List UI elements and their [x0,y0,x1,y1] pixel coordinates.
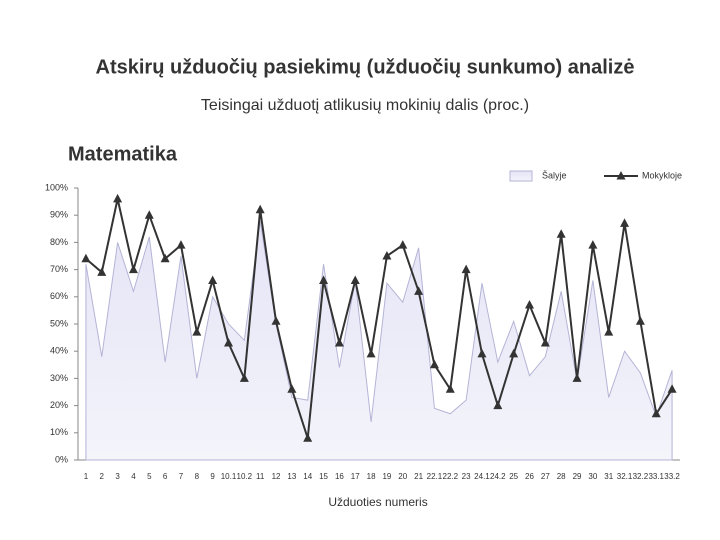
y-tick-label: 70% [50,264,68,274]
chart-title: Atskirų užduočių pasiekimų (užduočių sun… [96,56,635,78]
marker [255,204,265,214]
x-tick-label: 27 [541,472,550,481]
marker [97,267,107,276]
x-tick-label: 15 [319,472,328,481]
marker [461,264,471,274]
x-tick-label: 8 [195,472,200,481]
area [85,220,673,461]
marker [477,348,487,358]
marker [334,338,344,347]
marker [366,348,376,358]
marker [287,384,297,393]
section-title: Matematika [68,143,178,165]
x-tick-label: 10.2 [237,472,253,481]
marker [81,253,91,263]
marker [176,240,186,249]
y-tick-label: 80% [50,237,68,247]
marker [667,384,677,393]
marker [620,218,630,227]
marker [556,229,566,238]
x-tick-label: 31 [604,472,613,481]
x-tick-label: 18 [367,472,376,481]
legend-swatch [509,170,533,182]
x-tick-label: 19 [382,472,391,481]
x-tick-label: 33.1 [648,472,664,481]
legend-label: Šalyje [542,170,567,180]
x-axis-label: Užduoties numeris [328,495,427,509]
x-tick-label: 12 [272,472,281,481]
x-tick-label: 6 [163,472,168,481]
marker [414,286,424,295]
x-tick-label: 30 [588,472,597,481]
marker [493,400,503,410]
x-tick-label: 24.2 [490,472,506,481]
marker [224,338,233,347]
x-tick-label: 23 [462,472,471,481]
x-tick-label: 29 [573,472,582,481]
marker [588,240,598,249]
y-tick-label: 30% [50,373,68,383]
x-tick-label: 32.2 [633,472,649,481]
marker [271,316,281,325]
x-tick-label: 9 [210,472,215,481]
marker [445,384,455,393]
y-tick-label: 100% [45,182,68,192]
x-tick-label: 5 [147,472,152,481]
marker [382,251,392,260]
marker [113,193,123,203]
y-tick-label: 20% [50,400,68,410]
marker [208,275,218,284]
x-tick-label: 10.1 [221,472,237,481]
marker [303,433,313,442]
marker [572,373,582,382]
y-tick-label: 90% [50,210,68,220]
legend-label: Mokykloje [642,170,682,180]
x-tick-label: 24.1 [474,472,490,481]
marker [160,253,170,263]
x-tick-label: 11 [256,472,265,481]
marker [540,338,550,347]
marker [319,275,329,284]
x-tick-label: 25 [509,472,518,481]
marker [429,359,439,369]
x-tick-label: 32.1 [617,472,633,481]
x-tick-label: 3 [115,472,120,481]
x-tick-label: 13 [287,472,296,481]
x-tick-label: 28 [557,472,566,481]
x-tick-label: 21 [414,472,423,481]
x-tick-label: 20 [398,472,407,481]
y-tick-label: 60% [50,291,68,301]
marker [651,408,661,418]
marker [604,327,614,336]
x-tick-label: 1 [84,472,89,481]
y-tick-label: 10% [50,427,68,437]
marker [350,275,360,284]
marker [192,327,202,336]
line [85,198,673,439]
legend-marker [616,171,626,180]
marker [144,210,154,219]
marker [635,316,645,325]
x-tick-label: 33.2 [664,472,680,481]
y-tick-label: 0% [55,454,68,464]
y-tick-label: 50% [50,318,68,328]
x-tick-label: 2 [100,472,105,481]
x-tick-label: 7 [179,472,184,481]
y-tick-label: 40% [50,346,68,356]
x-tick-label: 22.2 [443,472,459,481]
x-tick-label: 14 [303,472,312,481]
marker [128,264,138,274]
x-tick-label: 26 [525,472,534,481]
marker [398,240,408,249]
marker [509,348,519,358]
x-tick-label: 4 [131,472,136,481]
x-tick-label: 16 [335,472,344,481]
x-tick-label: 22.1 [427,472,443,481]
chart-subtitle: Teisingai užduotį atlikusių mokinių dali… [201,97,529,114]
x-tick-label: 17 [351,472,360,481]
marker [525,299,534,309]
marker [239,373,249,382]
